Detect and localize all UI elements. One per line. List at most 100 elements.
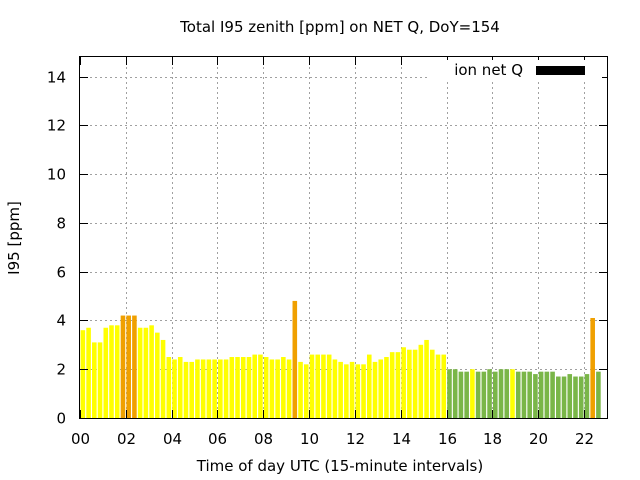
bar <box>567 374 573 418</box>
bar <box>109 325 114 418</box>
bar <box>475 371 481 418</box>
plot-frame <box>79 56 608 419</box>
bar <box>212 359 217 418</box>
bar <box>344 364 349 418</box>
bar <box>321 354 326 418</box>
bar <box>114 325 120 418</box>
bar <box>223 359 229 418</box>
bar <box>177 357 183 418</box>
bar <box>258 354 263 418</box>
x-tick-label: 04 <box>163 430 182 448</box>
bar <box>275 359 280 418</box>
bar <box>281 357 286 418</box>
legend-swatch <box>536 66 585 75</box>
legend-background <box>428 60 602 82</box>
x-tick-label: 12 <box>346 430 365 448</box>
x-tick-label: 10 <box>300 430 319 448</box>
y-tick-label: 14 <box>47 69 66 87</box>
bar <box>372 361 378 418</box>
bar <box>389 352 395 418</box>
bar <box>229 357 235 418</box>
x-tick-label: 08 <box>254 430 273 448</box>
bar <box>366 354 372 418</box>
bar <box>561 376 567 418</box>
y-tick-label: 10 <box>47 166 66 184</box>
y-tick-label: 4 <box>56 312 66 330</box>
bar <box>326 354 332 418</box>
bar <box>149 325 154 418</box>
bar <box>493 371 498 418</box>
bar <box>418 344 424 418</box>
bar <box>246 357 252 418</box>
grid <box>80 57 607 418</box>
bar <box>303 364 309 418</box>
bar <box>573 376 578 418</box>
legend: ion net Q <box>428 60 602 82</box>
bar <box>384 357 389 418</box>
bar <box>401 347 406 418</box>
bar <box>430 349 435 418</box>
bar <box>189 361 194 418</box>
bar <box>126 315 131 418</box>
y-tick-label: 2 <box>56 361 66 379</box>
bar <box>252 354 257 418</box>
bar <box>481 371 487 418</box>
bar <box>269 359 275 418</box>
bar <box>361 364 366 418</box>
bar <box>86 327 91 418</box>
bar <box>298 361 303 418</box>
bar <box>172 359 177 418</box>
bar <box>183 361 189 418</box>
bar <box>578 376 584 418</box>
bar <box>92 342 97 418</box>
bar <box>435 354 441 418</box>
bar <box>200 359 206 418</box>
bar <box>424 339 429 418</box>
bar <box>160 339 166 418</box>
bar <box>550 371 555 418</box>
bar <box>97 342 103 418</box>
bar <box>349 361 355 418</box>
bar <box>447 369 452 418</box>
bar <box>103 327 109 418</box>
y-tick-label: 6 <box>56 264 66 282</box>
bar <box>515 371 521 418</box>
bar <box>378 359 384 418</box>
bar <box>286 359 292 418</box>
bar <box>470 369 475 418</box>
x-tick-label: 20 <box>529 430 548 448</box>
bar <box>521 371 527 418</box>
bar <box>332 359 338 418</box>
bar <box>355 364 361 418</box>
bar <box>590 317 595 418</box>
x-axis-label: Time of day UTC (15-minute intervals) <box>196 457 483 475</box>
bar <box>556 376 561 418</box>
x-tick-label: 00 <box>71 430 90 448</box>
x-tick-label: 06 <box>208 430 227 448</box>
x-tick-label: 14 <box>392 430 411 448</box>
chart-title: Total I95 zenith [ppm] on NET Q, DoY=154 <box>179 18 500 36</box>
bar <box>195 359 200 418</box>
bar <box>407 349 412 418</box>
bar <box>464 371 469 418</box>
bar <box>120 315 126 418</box>
bar <box>487 369 492 418</box>
bar <box>132 315 137 418</box>
bar <box>206 359 212 418</box>
bar <box>218 359 223 418</box>
bar <box>166 357 172 418</box>
bar <box>412 349 418 418</box>
bar <box>395 352 401 418</box>
bar <box>441 354 447 418</box>
bar <box>155 332 160 418</box>
bar <box>458 371 464 418</box>
x-tick-label: 02 <box>117 430 136 448</box>
y-tick-label: 0 <box>56 410 66 428</box>
y-axis-label: I95 [ppm] <box>5 201 23 275</box>
bar <box>498 369 504 418</box>
bar <box>596 371 601 418</box>
bar <box>143 327 149 418</box>
bar <box>338 361 343 418</box>
